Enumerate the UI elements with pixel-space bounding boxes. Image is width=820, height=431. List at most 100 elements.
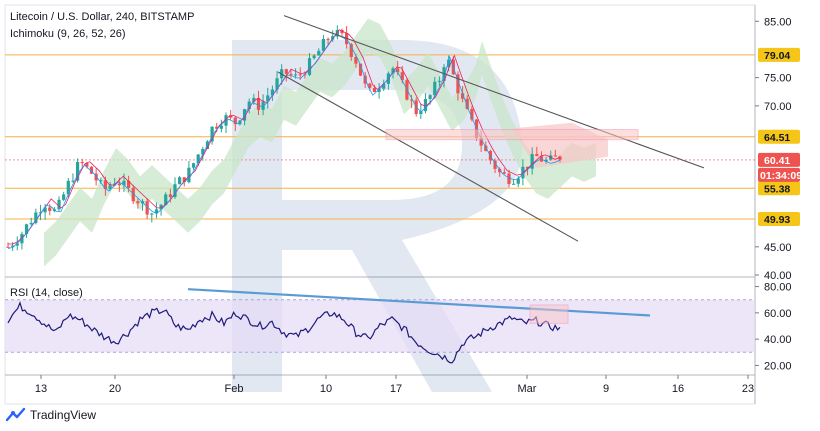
price-pane[interactable] — [5, 15, 755, 267]
candle-body — [498, 168, 502, 173]
candle-body — [349, 44, 353, 57]
candle-body — [382, 83, 386, 89]
candle-body — [89, 166, 94, 174]
channel-upper-line — [283, 15, 705, 169]
rsi-pane[interactable] — [5, 288, 755, 364]
candle-body — [85, 163, 89, 167]
candle-body — [131, 187, 135, 202]
candle-body — [154, 209, 159, 214]
candle-body — [62, 194, 66, 200]
candle-body — [210, 126, 214, 142]
candle-body — [164, 194, 168, 205]
countdown-label: 01:34:09 — [760, 170, 802, 182]
candle-body — [502, 172, 506, 174]
candle-body — [201, 148, 205, 155]
candle-body — [460, 93, 465, 99]
candle-body — [178, 177, 182, 185]
candle-body — [168, 194, 172, 198]
rsi-trendline — [187, 288, 651, 317]
candle-body — [400, 72, 404, 81]
time-tick-label: Feb — [225, 383, 244, 395]
candle-body — [224, 115, 228, 126]
candle-body — [284, 69, 288, 74]
rsi-label: RSI (14, close) — [10, 287, 83, 299]
candle-body — [335, 30, 339, 37]
last-price-badge — [758, 152, 800, 167]
time-tick-label: 17 — [390, 383, 402, 395]
candle-body — [312, 55, 316, 59]
countdown-badge — [758, 167, 800, 182]
last-price-label: 60.41 — [764, 155, 790, 167]
candle-body — [437, 80, 442, 82]
candle-body — [456, 74, 460, 94]
rsi-tick-label: 80.00 — [764, 282, 792, 294]
candle-body — [182, 177, 186, 183]
candle-body — [24, 224, 29, 234]
candle-body — [433, 81, 437, 96]
channel-lower-line — [277, 71, 579, 242]
candle-body — [270, 89, 275, 96]
target-zone — [385, 129, 639, 141]
price-level-label: 79.04 — [764, 50, 790, 62]
candle-body — [307, 58, 312, 75]
time-tick-label: 20 — [109, 383, 121, 395]
price-level-label: 49.93 — [764, 214, 790, 226]
candle-body — [368, 83, 372, 88]
candle-body — [145, 201, 149, 215]
candle-body — [173, 184, 177, 198]
tradingview-logo-icon — [6, 407, 26, 422]
candle-body — [317, 50, 321, 56]
tradingview-brand[interactable]: TradingView — [6, 407, 96, 423]
candle-body — [233, 117, 237, 125]
candle-body — [43, 207, 47, 213]
candle-body — [57, 199, 61, 210]
time-tick-label: 13 — [35, 383, 47, 395]
candle-body — [544, 159, 548, 162]
candle-body — [298, 74, 302, 76]
candle-body — [289, 73, 293, 75]
price-level-label: 64.51 — [764, 132, 790, 144]
price-tick-label: 75.00 — [764, 73, 792, 85]
candle-body — [215, 126, 219, 129]
candle-body — [530, 154, 534, 169]
candle-body — [196, 154, 200, 164]
candle-body — [470, 108, 474, 120]
candle-body — [372, 87, 377, 92]
candle-body — [126, 180, 131, 188]
price-level-badge — [758, 181, 800, 196]
candle-body — [354, 56, 358, 64]
rsi-tick-label: 60.00 — [764, 308, 792, 320]
candle-body — [396, 68, 400, 73]
candle-body — [447, 59, 451, 68]
candle-body — [516, 178, 520, 184]
candle-body — [75, 162, 80, 181]
candle-body — [484, 145, 488, 152]
candle-body — [103, 180, 108, 190]
time-tick-label: 10 — [320, 383, 332, 395]
candle-body — [326, 38, 330, 40]
rsi-line — [7, 300, 561, 364]
price-level-badge — [758, 47, 800, 62]
candle-body — [363, 75, 367, 84]
chart-title: Litecoin / U.S. Dollar, 240, BITSTAMP — [10, 11, 194, 23]
axes: 85.00 79.04 75.00 70.00 64.51 55.38 49.93 45.00… — [35, 16, 802, 395]
candle-body — [94, 173, 98, 181]
candle-body — [535, 154, 539, 157]
candle-body — [247, 101, 251, 110]
candle-body — [293, 74, 298, 76]
candle-body — [136, 201, 140, 204]
candle-body — [558, 156, 562, 160]
candle-body — [80, 162, 84, 164]
rsi-tick-label: 20.00 — [764, 360, 792, 372]
candle-body — [108, 185, 112, 190]
candle-body — [512, 183, 516, 185]
rsi-band — [5, 299, 755, 353]
candle-body — [409, 99, 414, 101]
rsi-tick-label: 40.00 — [764, 334, 792, 346]
candle-body — [493, 160, 497, 169]
candle-body — [66, 180, 70, 195]
time-tick-label: 23 — [742, 383, 754, 395]
candle-body — [256, 97, 261, 110]
candle-body — [150, 213, 154, 215]
candle-body — [428, 95, 432, 99]
